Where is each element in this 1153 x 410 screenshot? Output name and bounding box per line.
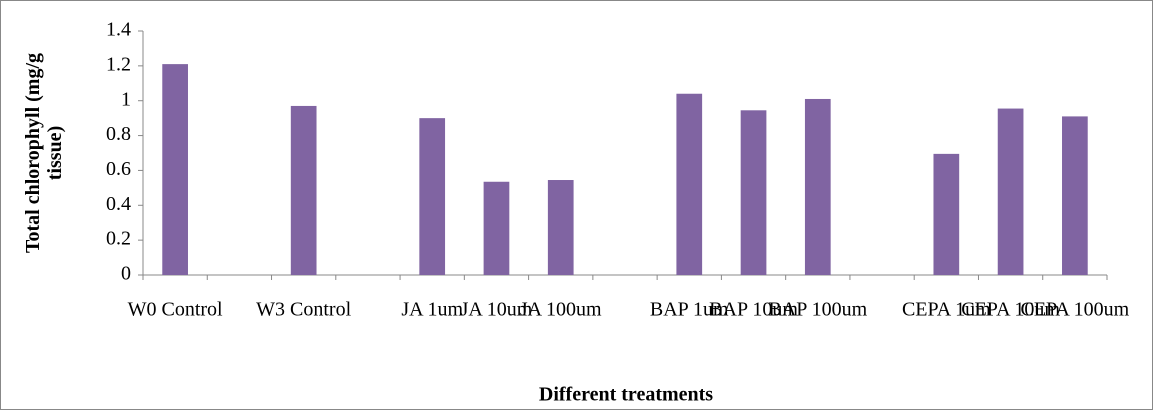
y-tick-label: 0.4 (106, 193, 131, 215)
x-tick-label: BAP 10um (709, 299, 798, 321)
x-tick-label: CEPA 1um (902, 299, 991, 321)
bar (804, 98, 831, 275)
x-tick-label: JA 100um (520, 299, 602, 321)
bar (676, 93, 703, 275)
bar (162, 64, 188, 275)
y-tick-label: 1.2 (106, 53, 131, 75)
bar (997, 108, 1024, 275)
bar (933, 153, 960, 275)
x-tick-label: CEPA 100um (1020, 299, 1129, 321)
y-tick-label: 1 (121, 88, 131, 110)
y-tick-label: 1.4 (106, 19, 131, 41)
bar (290, 105, 317, 275)
bar (419, 118, 446, 276)
y-tick-label: 0.2 (106, 228, 131, 250)
x-tick-label: JA 10um (461, 299, 533, 321)
x-tick-label: JA 1um (401, 299, 463, 321)
bar (547, 180, 574, 275)
y-tick-label: 0 (121, 263, 131, 285)
bar (1062, 116, 1088, 276)
x-tick-label: W3 Control (256, 299, 351, 321)
x-tick-label: BAP 1um (650, 299, 729, 321)
bar (740, 110, 767, 275)
x-tick-label: W0 Control (128, 299, 223, 321)
y-axis-title: Total chlorophyll (mg/gtissue) (22, 53, 66, 253)
y-tick-label: 0.6 (106, 158, 131, 180)
x-tick-label: CEPA 10um (961, 299, 1060, 321)
y-tick-label: 0.8 (106, 123, 131, 145)
x-tick-label: BAP 100um (768, 299, 867, 321)
x-axis-title: Different treatments (539, 384, 713, 406)
bar (483, 181, 510, 275)
